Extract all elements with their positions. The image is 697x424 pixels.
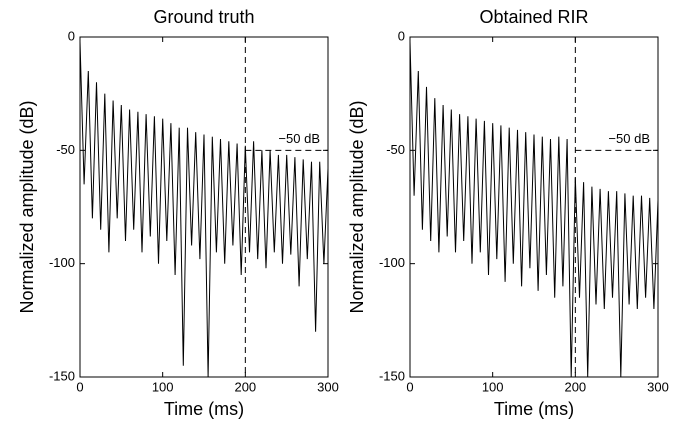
signal-line — [409, 41, 659, 378]
x-tick-label: 100 — [152, 379, 174, 394]
y-tick-label: -100 — [49, 255, 75, 270]
x-tick-label: 0 — [406, 379, 413, 394]
x-tick-label: 200 — [564, 379, 586, 394]
axes-box — [79, 36, 329, 378]
y-tick-label: -100 — [379, 255, 405, 270]
signal-line — [79, 41, 329, 378]
y-tick-label: -150 — [49, 368, 75, 383]
hline-label: −50 dB — [278, 131, 320, 146]
x-tick-label: 0 — [76, 379, 83, 394]
hline-label: −50 dB — [608, 131, 650, 146]
y-tick-label: 0 — [398, 28, 405, 43]
chart-title: Ground truth — [153, 7, 254, 27]
y-tick-label: -50 — [386, 142, 405, 157]
x-axis-label: Time (ms) — [164, 399, 244, 419]
y-axis-label: Normalized amplitude (dB) — [17, 100, 37, 313]
x-tick-label: 100 — [482, 379, 504, 394]
axes-box — [409, 36, 659, 378]
x-tick-label: 300 — [317, 379, 339, 394]
x-tick-label: 300 — [647, 379, 669, 394]
x-tick-label: 200 — [234, 379, 256, 394]
chart-title: Obtained RIR — [479, 7, 588, 27]
y-tick-label: -50 — [56, 142, 75, 157]
x-axis-label: Time (ms) — [494, 399, 574, 419]
y-axis-label: Normalized amplitude (dB) — [347, 100, 367, 313]
y-tick-label: -150 — [379, 368, 405, 383]
y-tick-label: 0 — [68, 28, 75, 43]
